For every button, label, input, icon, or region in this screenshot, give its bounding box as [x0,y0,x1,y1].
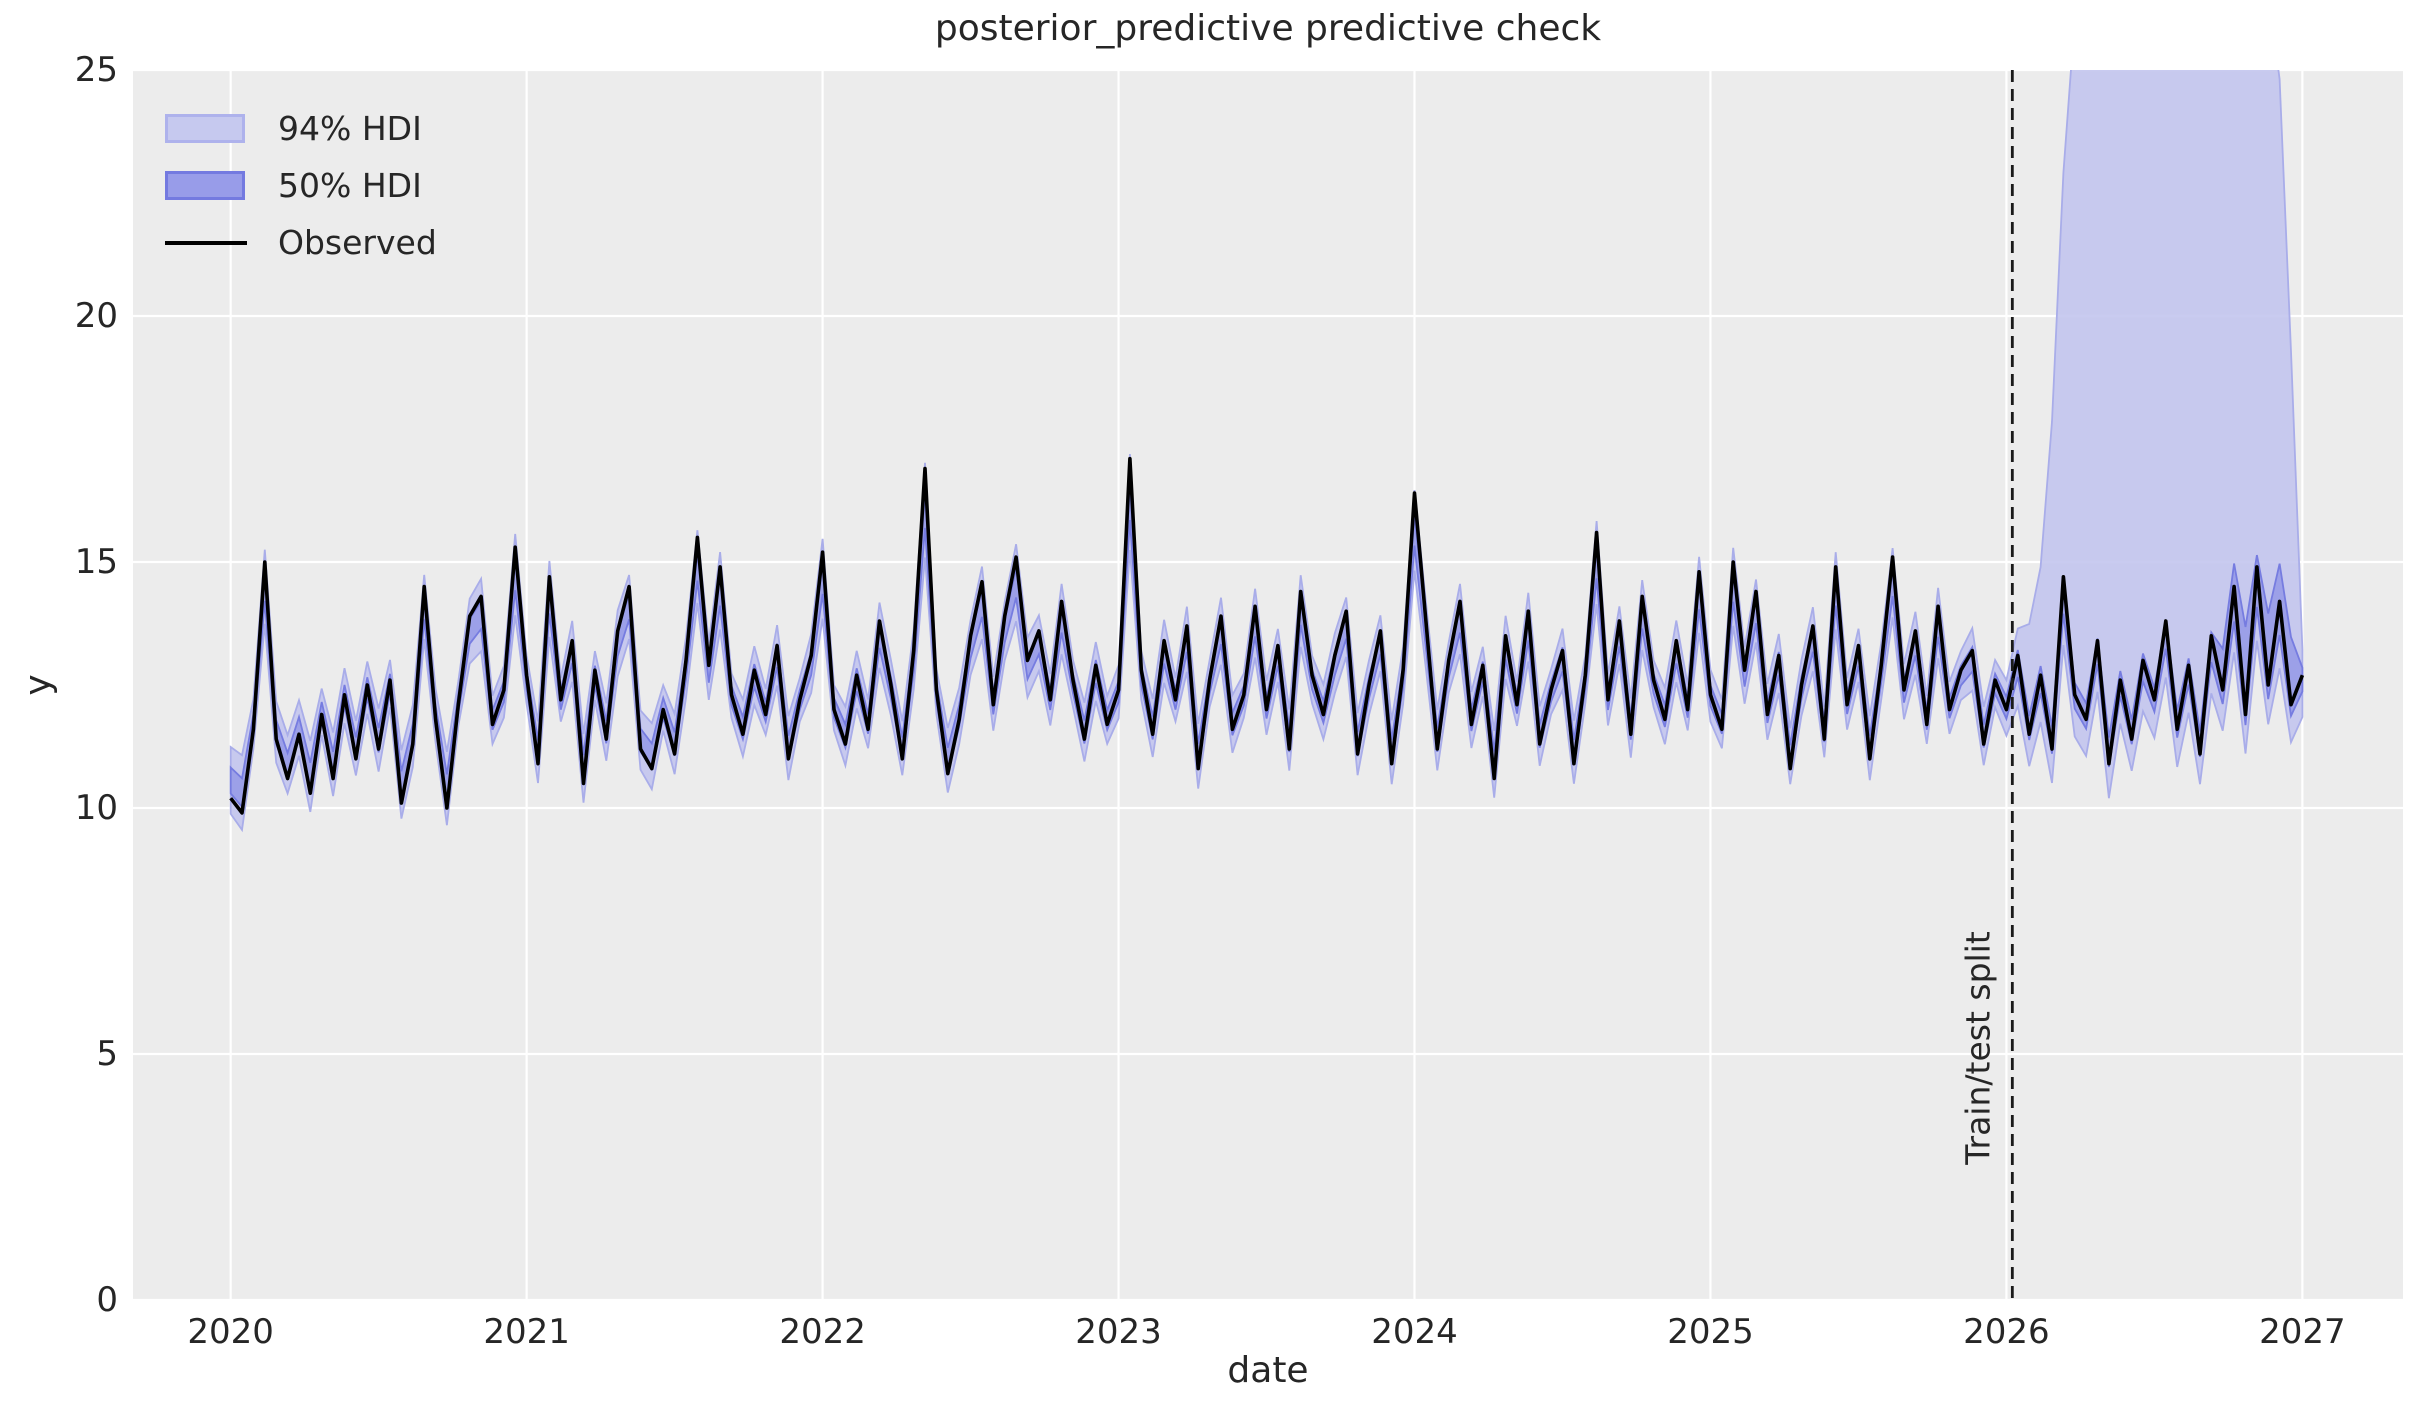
legend-label: 94% HDI [278,109,422,148]
x-tick-label: 2022 [779,1312,866,1352]
band-94-hdi [229,70,2304,833]
hdi94-swatch [165,114,245,143]
split-line-label: Train/test split [1958,931,1998,1165]
legend-item-50-hdi: 50% HDI [165,157,437,214]
x-tick-label: 2023 [1075,1312,1162,1352]
hdi50-swatch [165,171,245,200]
y-axis-label: y [17,674,59,696]
legend-item-observed: Observed [165,214,437,271]
legend-item-94-hdi: 94% HDI [165,100,437,157]
observed-line-sample [165,240,247,245]
y-tick-label: 5 [96,1034,118,1074]
y-tick-label: 0 [96,1280,118,1320]
y-tick-label: 15 [74,542,118,582]
legend: 94% HDI 50% HDI Observed [165,100,437,271]
observed-line [229,456,2305,815]
legend-label: 50% HDI [278,166,422,205]
x-tick-label: 2024 [1371,1312,1458,1352]
x-axis-label: date [1227,1350,1309,1391]
y-tick-label: 20 [74,296,118,336]
x-tick-label: 2021 [483,1312,570,1352]
chart-title: posterior_predictive predictive check [934,8,1602,49]
x-tick-label: 2027 [2259,1312,2346,1352]
x-tick-label: 2025 [1667,1312,1754,1352]
x-tick-label: 2020 [187,1312,274,1352]
legend-label: Observed [278,223,437,262]
gridlines [133,68,2403,1302]
y-tick-label: 25 [74,50,118,90]
y-tick-label: 10 [74,788,118,828]
x-tick-label: 2026 [1963,1312,2050,1352]
